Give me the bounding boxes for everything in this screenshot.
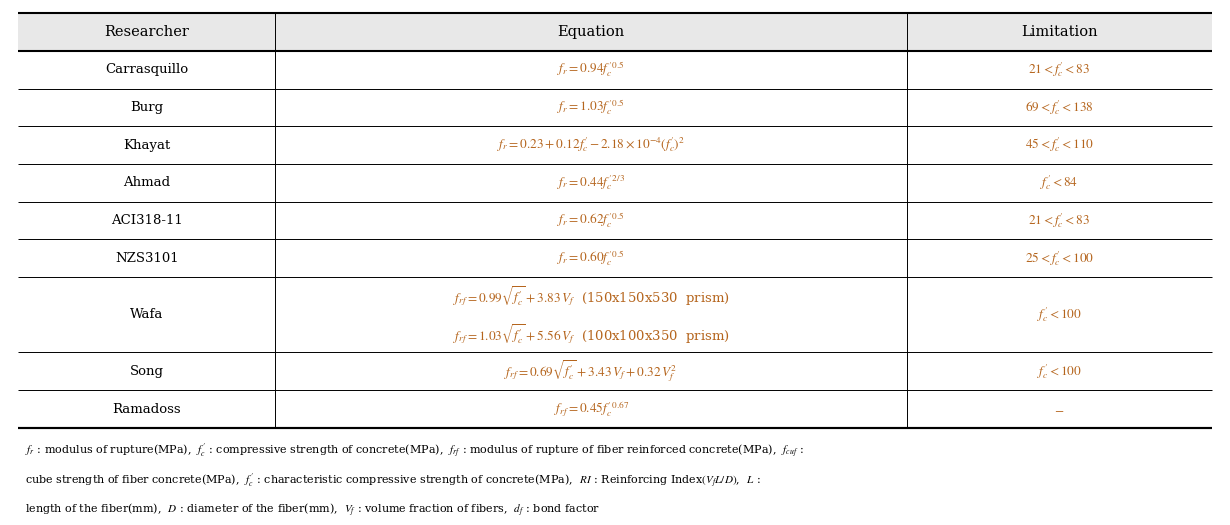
Text: $f_r = 0.23 + 0.12f_c^{\prime} - 2.18 \times 10^{-4}(f_c^{\prime})^2$: $f_r = 0.23 + 0.12f_c^{\prime} - 2.18 \t… (497, 136, 685, 154)
Text: $f_r = 0.94f_c^{\prime\,0.5}$: $f_r = 0.94f_c^{\prime\,0.5}$ (557, 60, 625, 79)
Bar (18, 13, 1212, 51)
Text: Khayat: Khayat (123, 139, 170, 152)
Text: $f_c^{\prime} < 84$: $f_c^{\prime} < 84$ (1041, 173, 1079, 192)
Text: $f_c^{\prime} < 100$: $f_c^{\prime} < 100$ (1037, 306, 1082, 324)
Text: Researcher: Researcher (105, 25, 189, 39)
Text: length of the fiber(mm),  $D$ : diameter of the fiber(mm),  $V_f$ : volume fract: length of the fiber(mm), $D$ : diameter … (25, 502, 600, 519)
Text: Song: Song (129, 365, 164, 378)
Text: $f_r = 0.60f_c^{\prime\,0.5}$: $f_r = 0.60f_c^{\prime\,0.5}$ (557, 248, 625, 268)
Text: $25 < f_c^{\prime} < 100$: $25 < f_c^{\prime} < 100$ (1025, 249, 1093, 268)
Text: NZS3101: NZS3101 (114, 251, 178, 265)
Text: ACI318-11: ACI318-11 (111, 214, 182, 227)
Text: cube strength of fiber concrete(MPa),  $f_c^{\prime}$ : characteristic compressi: cube strength of fiber concrete(MPa), $f… (25, 471, 760, 490)
Text: Equation: Equation (557, 25, 625, 39)
Text: Ramadoss: Ramadoss (112, 403, 181, 415)
Text: $f_r = 0.44f_c^{\prime\,2/3}$: $f_r = 0.44f_c^{\prime\,2/3}$ (557, 173, 625, 192)
Text: $f_{rf} = 0.99\sqrt{f_c^{\prime}} + 3.83\,V_f$  (150x150x530  prism): $f_{rf} = 0.99\sqrt{f_c^{\prime}} + 3.83… (453, 284, 729, 308)
Text: Limitation: Limitation (1021, 25, 1097, 39)
Text: $f_r$ : modulus of rupture(MPa),  $f_c^{\prime}$ : compressive strength of concr: $f_r$ : modulus of rupture(MPa), $f_c^{\… (25, 441, 803, 460)
Text: $f_{rf} = 0.69\sqrt{f_c^{\prime}} + 3.43\,V_f + 0.32\,V_f^2$: $f_{rf} = 0.69\sqrt{f_c^{\prime}} + 3.43… (504, 359, 678, 384)
Text: Carrasquillo: Carrasquillo (105, 63, 188, 76)
Text: $21 < f_c^{\prime} < 83$: $21 < f_c^{\prime} < 83$ (1028, 211, 1090, 230)
Text: $45 < f_c^{\prime} < 110$: $45 < f_c^{\prime} < 110$ (1025, 136, 1093, 154)
Text: $-$: $-$ (1054, 403, 1064, 415)
Text: $f_{rf} = 1.03\sqrt{f_c^{\prime}} + 5.56\,V_f$  (100x100x350  prism): $f_{rf} = 1.03\sqrt{f_c^{\prime}} + 5.56… (453, 322, 729, 345)
Text: Wafa: Wafa (130, 308, 164, 321)
Text: $21 < f_c^{\prime} < 83$: $21 < f_c^{\prime} < 83$ (1028, 60, 1090, 79)
Text: $f_{rf} = 0.45f_c^{\prime\,0.67}$: $f_{rf} = 0.45f_c^{\prime\,0.67}$ (554, 400, 629, 419)
Text: Burg: Burg (130, 101, 164, 114)
Text: $f_r = 1.03f_c^{\prime\,0.5}$: $f_r = 1.03f_c^{\prime\,0.5}$ (557, 98, 625, 117)
Text: $69 < f_c^{\prime} < 138$: $69 < f_c^{\prime} < 138$ (1025, 98, 1093, 117)
Text: $f_r = 0.62f_c^{\prime\,0.5}$: $f_r = 0.62f_c^{\prime\,0.5}$ (557, 211, 625, 230)
Text: Ahmad: Ahmad (123, 176, 170, 190)
Text: $f_c^{\prime} < 100$: $f_c^{\prime} < 100$ (1037, 362, 1082, 381)
